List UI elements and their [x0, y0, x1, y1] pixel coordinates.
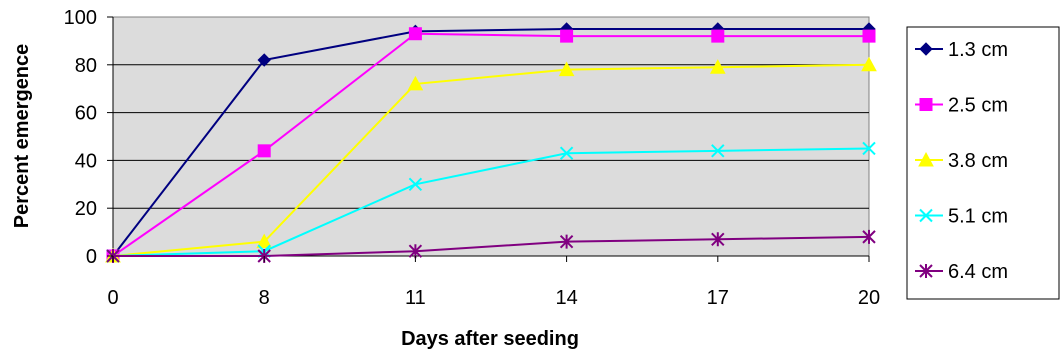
data-point-s3-8: [256, 233, 273, 249]
data-point-s3-17: [709, 59, 726, 74]
data-point-s4-20: [862, 141, 876, 156]
legend-label-3: 3.8 cm: [948, 150, 1008, 172]
data-point-s3-11: [407, 75, 424, 91]
plot-area: [112, 16, 870, 257]
legend-marker-4: [919, 208, 933, 223]
data-point-s2-17: [711, 29, 725, 43]
data-point-s2-11: [408, 27, 422, 41]
legend-marker-3: [918, 151, 934, 167]
legend-marker-1: [919, 42, 933, 56]
legend-marker-5: [919, 264, 933, 278]
data-point-s5-17: [711, 232, 725, 247]
x-tick-label-0: 0: [107, 287, 118, 309]
series-line-5: [113, 235, 870, 257]
legend-marker-2: [919, 98, 933, 111]
series-line-1: [112, 27, 869, 257]
y-tick-label-40: 40: [75, 150, 97, 172]
data-point-s2-8: [257, 144, 271, 158]
data-point-s4-11: [408, 177, 423, 192]
x-tick-label-8: 8: [259, 287, 270, 309]
legend: 1.3 cm 2.5 cm 3.8 cm 5.1 cm 6.4 cm: [906, 26, 1060, 300]
legend-label-5: 6.4 cm: [948, 261, 1008, 283]
x-tick-label-17: 17: [707, 287, 729, 309]
y-axis-title: Percent emergence: [11, 44, 33, 229]
legend-box: [906, 26, 1060, 300]
x-axis-title: Days after seeding: [401, 328, 579, 350]
data-point-s5-20: [862, 229, 876, 244]
y-tick-label-80: 80: [75, 55, 97, 77]
x-tick-label-14: 14: [555, 287, 577, 309]
y-tick-label-0: 0: [86, 246, 97, 268]
y-tick-label-60: 60: [75, 103, 97, 125]
data-point-s4-17: [711, 144, 725, 158]
series-line-4: [112, 147, 870, 257]
data-point-s2-14: [560, 29, 574, 43]
series-line-2: [112, 32, 869, 257]
data-point-s2-20: [862, 29, 876, 43]
series-line-3: [112, 63, 870, 257]
legend-label-4: 5.1 cm: [948, 206, 1008, 228]
legend-label-1: 1.3 cm: [948, 39, 1008, 61]
data-point-s1-8: [257, 53, 271, 67]
data-point-s3-14: [558, 61, 575, 77]
y-tick-label-100: 100: [64, 7, 97, 29]
data-point-s5-14: [559, 234, 574, 249]
legend-label-2: 2.5 cm: [948, 95, 1008, 117]
data-point-s3-20: [861, 56, 877, 72]
x-tick-label-11: 11: [405, 287, 426, 309]
data-point-s4-14: [559, 146, 574, 160]
y-tick-label-20: 20: [75, 198, 97, 220]
x-tick-label-20: 20: [858, 287, 880, 309]
data-point-s5-11: [408, 244, 423, 259]
